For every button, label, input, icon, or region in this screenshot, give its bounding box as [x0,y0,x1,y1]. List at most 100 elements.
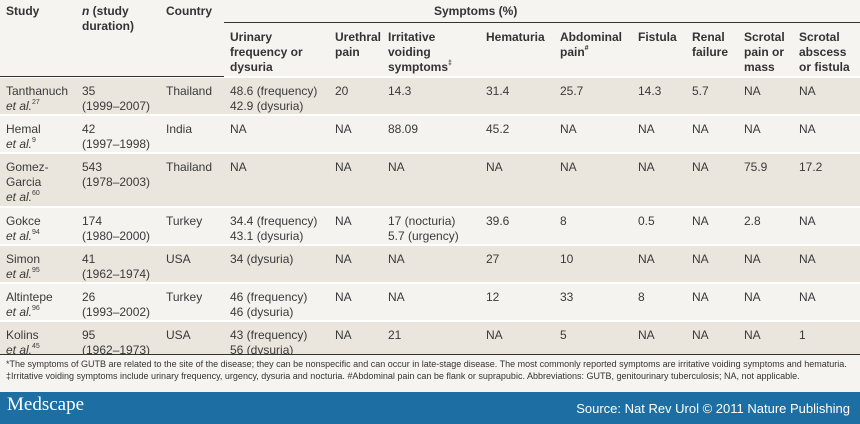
header-symptom-col: Urinary frequency or dysuria [224,21,329,78]
n-value: 174 [82,214,103,228]
header-symptom-col: Irritative voiding symptoms‡ [382,21,480,78]
n-value: 41 [82,252,96,266]
symptom-value: 39.6 [480,206,554,245]
symptom-value: 20 [329,76,382,115]
reference: 95 [32,267,40,274]
header-label: Renal failure [692,29,729,59]
symptom-value: 33 [554,282,632,321]
symptom-value: 34.4 (frequency) 43.1 (dysuria) [224,206,329,245]
et-al: et al. [6,99,33,113]
symptom-value: NA [382,244,480,283]
duration: (1999–2007) [82,99,151,113]
table-row: Altintepe et al.96 26 (1993–2002) Turkey 46 (… [0,282,860,321]
study-cell: Tanthanuch et al.27 [0,76,76,115]
et-al: et al. [6,343,33,357]
header-footnote-mark: # [584,44,589,52]
symptom-value: NA [480,152,554,207]
header-n-italic: n [82,4,90,18]
symptom-value: NA [686,152,738,207]
header-label: Hematuria [486,29,545,44]
symptom-value: NA [738,320,793,358]
header-symptom-col: Fistula [632,21,686,78]
header-symptom-col: Abdominal pain# [554,21,632,78]
header-symptoms: Symptoms (%) [224,0,860,23]
symptom-value: 43 (frequency) 56 (dysuria) [224,320,329,358]
symptom-value: NA [686,320,738,358]
et-al: et al. [6,305,33,319]
symptom-value: 1 [793,320,860,358]
reference: 45 [32,343,40,350]
symptom-value: 88.09 [382,114,480,153]
et-al: et al. [6,229,33,243]
n-cell: 41 (1962–1974) [76,244,160,283]
n-cell: 35 (1999–2007) [76,76,160,115]
study-name: Tanthanuch [6,84,69,98]
symptom-value: NA [738,114,793,153]
symptom-value: NA [329,320,382,358]
symptom-value: 45.2 [480,114,554,153]
table-row: Gokce et al.94 174 (1980–2000) Turkey 34.4 (f… [0,206,860,245]
n-value: 42 [82,122,96,136]
country-cell: India [160,114,224,153]
symptom-value: NA [686,244,738,283]
symptom-value: 14.3 [632,76,686,115]
duration: (1978–2003) [82,175,151,189]
n-value: 26 [82,290,96,304]
symptom-value: NA [329,244,382,283]
duration: (1980–2000) [82,229,151,243]
duration: (1962–1973) [82,343,151,357]
reference: 60 [32,190,40,197]
symptom-value: NA [632,152,686,207]
symptom-value: NA [382,152,480,207]
country-cell: USA [160,320,224,358]
symptom-value: 12 [480,282,554,321]
study-name: Kolins [6,328,39,342]
header-label: Irritative voiding symptoms [388,29,449,74]
symptom-value: NA [554,114,632,153]
country-cell: USA [160,244,224,283]
symptom-value: NA [224,152,329,207]
symptom-value: 31.4 [480,76,554,115]
study-cell: Altintepe et al.96 [0,282,76,321]
study-cell: Gomez- Garcia et al.60 [0,152,76,207]
country-cell: Thailand [160,76,224,115]
symptom-value: 25.7 [554,76,632,115]
symptom-value: NA [738,76,793,115]
study-name: Simon [6,252,41,266]
symptom-value: NA [793,206,860,245]
header-symptom-col: Hematuria [480,21,554,78]
reference: 9 [32,137,36,144]
symptom-value: 46 (frequency) 46 (dysuria) [224,282,329,321]
table-row: Hemal et al.9 42 (1997–1998) India NA NA 88.09 4… [0,114,860,153]
symptom-value: NA [329,152,382,207]
symptom-value: NA [793,282,860,321]
symptom-value: NA [686,282,738,321]
symptom-value: 8 [632,282,686,321]
symptom-value: NA [382,282,480,321]
country-cell: Thailand [160,152,224,207]
symptom-value: NA [793,76,860,115]
symptom-value: 14.3 [382,76,480,115]
symptom-value: NA [480,320,554,358]
symptom-value: NA [554,152,632,207]
source-credit: Source: Nat Rev Urol © 2011 Nature Publi… [576,401,850,416]
n-cell: 26 (1993–2002) [76,282,160,321]
reference: 96 [32,305,40,312]
n-value: 543 [82,160,103,174]
symptom-value: 8 [554,206,632,245]
symptom-value: NA [793,114,860,153]
duration: (1993–2002) [82,305,151,319]
symptom-value: NA [632,320,686,358]
medscape-logo[interactable]: Medscape [7,394,85,415]
study-cell: Gokce et al.94 [0,206,76,245]
symptom-value: 21 [382,320,480,358]
symptom-value: NA [329,282,382,321]
country-cell: Turkey [160,282,224,321]
symptom-value: NA [686,114,738,153]
table-row: Gomez- Garcia et al.60 543 (1978–2003) Thail… [0,152,860,207]
study-name: Hemal [6,122,41,136]
symptom-value: NA [329,114,382,153]
symptom-value: NA [632,114,686,153]
symptoms-table: Study n (study duration) Country Symptom… [0,0,860,358]
table-row: Kolins et al.45 95 (1962–1973) USA 43 (freque… [0,320,860,358]
